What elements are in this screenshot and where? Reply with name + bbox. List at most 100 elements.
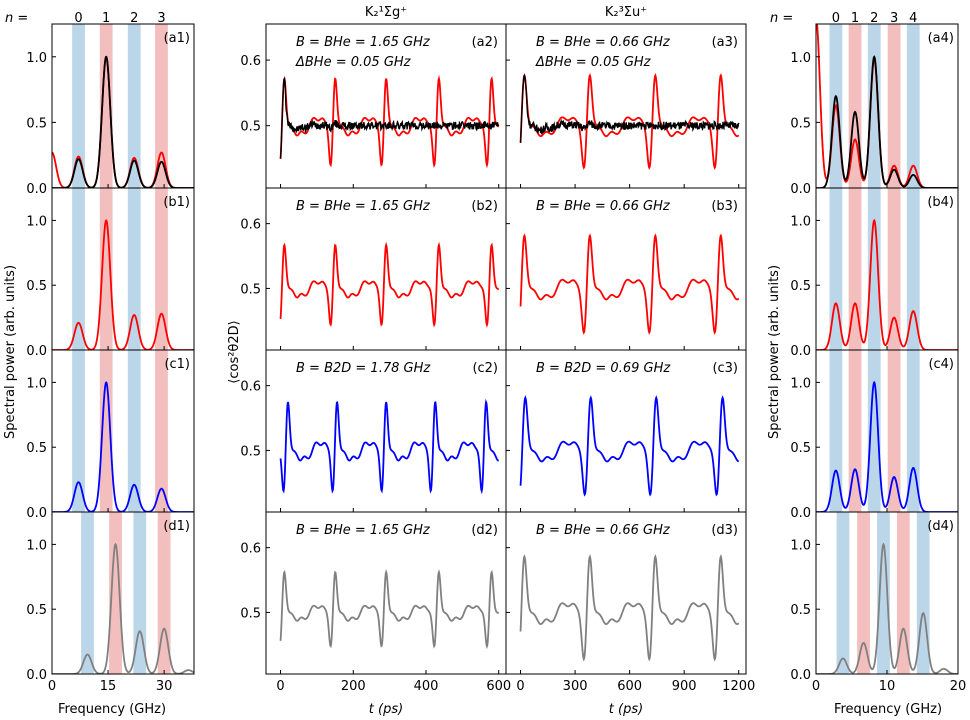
right-n-label: n = <box>770 11 793 26</box>
annotation-b-value: B = BHe = 0.66 GHz <box>536 523 671 538</box>
band-red <box>109 512 122 674</box>
left-n-label: n = <box>5 11 28 26</box>
trace-panel-c2: 0.5 0.6 B = B2D = 1.78 GHz (c2) <box>240 349 507 513</box>
panel-label: (b1) <box>163 195 190 210</box>
x-tick-label: 30 <box>156 679 173 694</box>
right-spectra-column: 0.00.51.0(a4)0.00.51.0(b4)0.00.51.0(c4)0… <box>790 11 966 694</box>
band-blue <box>127 188 141 350</box>
n-value-label: 2 <box>870 11 878 26</box>
trace-line <box>279 241 500 328</box>
y-tick-label: 0.0 <box>790 182 811 197</box>
band-blue <box>867 24 881 188</box>
trace-panel-b3: B = BHe = 0.66 GHz (b3) <box>505 187 747 351</box>
y-tick-label: 1.0 <box>790 538 811 553</box>
annotation-b-value: B = BHe = 1.65 GHz <box>296 523 431 538</box>
x-tick-label: 300 <box>563 679 588 694</box>
trace-panel-d3: 0 300 600 900 1200 B = BHe = 0.66 GHz (d3) <box>505 511 755 694</box>
band-red <box>155 350 168 512</box>
y-tick-label: 0.5 <box>790 441 811 456</box>
n-value-label: 4 <box>909 11 917 26</box>
band-blue <box>829 350 843 512</box>
x-tick-label: 0 <box>48 679 56 694</box>
spectrum-panel-a4: 0.0 0.5 1.0 (a4) <box>790 23 959 197</box>
y-tick-label: 0.6 <box>240 218 261 233</box>
y-tick-label: 0.6 <box>240 380 261 395</box>
y-tick-label: 1.0 <box>26 538 47 553</box>
band-blue <box>867 350 881 512</box>
band-red <box>857 512 870 674</box>
spectrum-line <box>816 218 958 350</box>
band-blue <box>836 512 850 674</box>
x-tick-label: 200 <box>341 679 366 694</box>
band-blue <box>72 350 85 512</box>
panel-label: (a3) <box>712 35 738 50</box>
spectrum-panel-a1: 0.0 0.5 1.0 (a1) <box>26 23 195 197</box>
y-tick-label: 0.5 <box>790 603 811 618</box>
trace-line <box>279 76 500 159</box>
band-blue <box>133 512 147 674</box>
band-red <box>896 512 910 674</box>
spectrum-line <box>816 380 958 512</box>
x-tick-label: 10 <box>879 679 896 694</box>
band-blue <box>81 512 94 674</box>
x-tick-label: 20 <box>950 679 967 694</box>
y-tick-label: 0.5 <box>790 279 811 294</box>
spectrum-panel-c4: 0.0 0.5 1.0 (c4) <box>790 349 959 521</box>
band-red <box>99 24 113 188</box>
band-red <box>848 24 862 188</box>
band-red <box>99 350 113 512</box>
annotation-delta-b: ΔBHe = 0.05 GHz <box>295 55 412 70</box>
middle-ylabel: ⟨cos²θ2D⟩ <box>227 320 242 383</box>
band-red <box>155 24 168 188</box>
axes-frame <box>505 511 747 675</box>
n-value-label: 0 <box>832 11 840 26</box>
n-value-label: 3 <box>890 11 898 26</box>
panel-label: (a1) <box>164 31 190 46</box>
spectrum-line <box>816 55 958 188</box>
trace-line <box>279 75 500 169</box>
trace-panel-a2: 0.5 0.6 B = BHe = 1.65 GHz ΔBHe = 0.05 GHz (… <box>240 23 507 189</box>
band-blue <box>906 188 920 350</box>
band-blue <box>72 188 85 350</box>
band-blue <box>127 350 141 512</box>
right-ylabel: Spectral power (arb. units) <box>767 265 782 439</box>
trace-line <box>519 73 740 143</box>
panel-label: (d4) <box>927 519 954 534</box>
y-tick-label: 1.0 <box>790 376 811 391</box>
y-tick-label: 1.0 <box>790 214 811 229</box>
band-red <box>887 24 901 188</box>
panel-label: (a4) <box>928 31 954 46</box>
y-tick-label: 0.5 <box>240 444 261 459</box>
annotation-b-value: B = BHe = 0.66 GHz <box>536 199 671 214</box>
annotation-b-value: B = B2D = 0.69 GHz <box>536 361 671 376</box>
spectrum-panel-d4: 0.0 0.5 1.0 0 10 20 (d4) <box>790 511 967 694</box>
x-tick-label: 15 <box>100 679 117 694</box>
panel-label: (c2) <box>472 361 498 376</box>
y-tick-label: 0.5 <box>26 603 47 618</box>
y-tick-label: 0.0 <box>790 506 811 521</box>
y-tick-label: 1.0 <box>790 51 811 66</box>
trace-panel-d2: 0.5 0.6 0 200 400 600 B = BHe = 1.65 GHz (d2) <box>240 511 511 694</box>
trace-line <box>279 398 499 495</box>
panel-label: (c4) <box>928 357 954 372</box>
trace-line <box>519 554 740 662</box>
y-tick-label: 1.0 <box>26 214 47 229</box>
spectrum-panel-d1: 0.0 0.5 1.0 0 15 30 (d1) <box>26 511 195 694</box>
trace-line <box>519 233 740 335</box>
y-tick-label: 0.5 <box>26 441 47 456</box>
annotation-b-value: B = B2D = 1.78 GHz <box>296 361 431 376</box>
x-tick-label: 0 <box>276 679 284 694</box>
y-tick-label: 0.0 <box>26 668 47 683</box>
band-red <box>848 188 862 350</box>
middle-xlabel-right: t (ps) <box>609 702 643 717</box>
x-tick-label: 1200 <box>722 679 755 694</box>
trace-line <box>519 73 740 170</box>
band-red <box>99 188 113 350</box>
column-title-singlet: K₂¹Σg⁺ <box>365 5 407 20</box>
spectrum-line <box>52 55 194 188</box>
band-blue <box>906 350 920 512</box>
y-tick-label: 0.5 <box>240 282 261 297</box>
panel-label: (b2) <box>471 199 498 214</box>
spectrum-line <box>816 542 958 674</box>
